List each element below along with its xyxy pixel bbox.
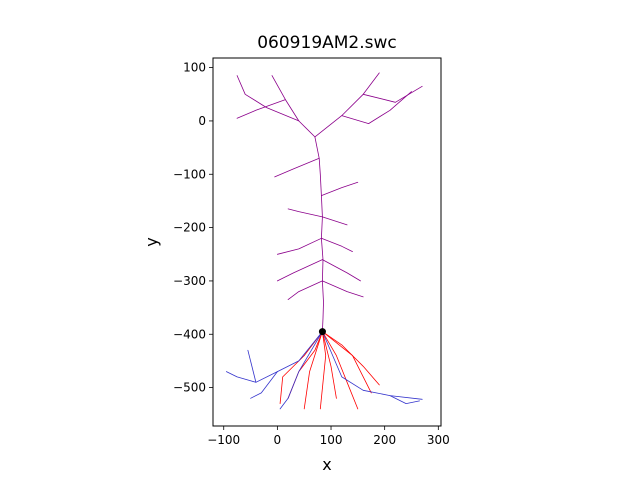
neurite-branch [271,75,316,138]
neurite-branch [236,75,300,122]
neurite-branch [321,280,364,298]
neurite-branch [287,280,323,301]
y-tick-label: −300 [173,274,206,288]
neurite-branch [321,331,337,399]
x-tick-label: 0 [274,433,282,447]
x-tick-label: 100 [320,433,343,447]
y-tick-label: −500 [173,381,206,395]
y-axis: 100 0 −100 −200 −300 −400 −500 [173,61,213,395]
neurite-branch [287,331,323,399]
neurite-branch [341,91,412,124]
neurite-branch [321,259,361,282]
plot-area [225,72,423,410]
x-tick-label: −100 [207,433,240,447]
soma-marker [318,328,326,336]
neurite-branch [314,136,324,333]
y-tick-label: −400 [173,327,206,341]
neurite-branch [274,157,320,178]
neurite-series-2 [225,331,423,410]
y-tick-label: 100 [183,61,206,75]
x-axis: −100 0 100 200 300 [207,426,450,447]
y-tick-label: 0 [198,114,206,128]
neurite-branch [320,181,359,197]
neurite-series-0 [236,72,423,333]
neurite-branch [276,259,323,282]
neurite-branch [276,237,322,255]
chart-title: 060919AM2.swc [257,33,397,53]
x-tick-label: 200 [373,433,396,447]
neurite-branch [321,331,372,394]
neurite-branch [320,237,353,253]
neurite-branch [389,395,420,405]
neurite-branch [247,349,257,383]
neurite-branch [362,85,423,103]
neurite-branch [279,331,323,405]
neurite-branch [314,72,380,138]
neurite-branch [236,99,286,119]
axes-frame [212,57,442,427]
x-axis-label: x [322,455,331,474]
neurite-branch [319,331,327,410]
neurite-branch [225,331,323,383]
y-tick-label: −200 [173,221,206,235]
neurite-branch [321,331,423,400]
neurite-branch [321,216,348,226]
neurite-branch [287,208,323,218]
neurite-branch [321,331,380,386]
neurite-branch [279,331,323,410]
neurite-branch [321,331,359,410]
neurite-series-1 [279,331,380,410]
x-tick-label: 300 [427,433,450,447]
neurite-branch [250,371,278,399]
neurite-branch [303,331,323,410]
y-tick-label: −100 [173,167,206,181]
y-axis-label: y [142,237,161,246]
